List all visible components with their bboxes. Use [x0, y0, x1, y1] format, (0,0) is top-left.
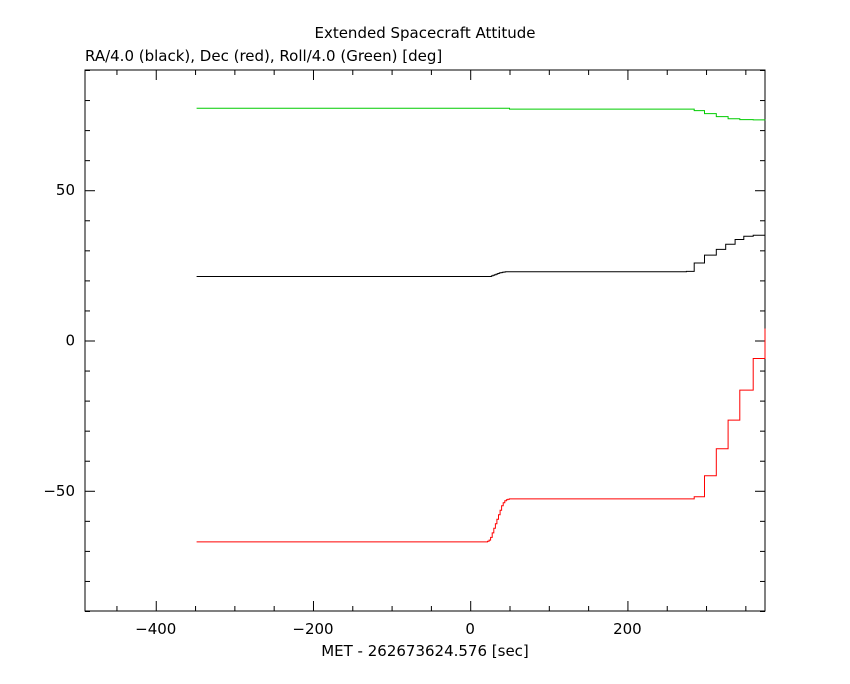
roll-series-line — [196, 107, 766, 121]
chart-subtitle: RA/4.0 (black), Dec (red), Roll/4.0 (Gre… — [85, 47, 442, 65]
x-tick-label: 0 — [465, 620, 475, 638]
y-tick-label: 50 — [56, 181, 75, 199]
y-tick-label: −50 — [43, 482, 75, 500]
dec-series-line — [196, 328, 766, 543]
plot-frame — [84, 69, 766, 612]
x-axis: −400 −200 0 200 — [116, 70, 747, 638]
chart-title: Extended Spacecraft Attitude — [314, 24, 535, 42]
ra-series-line — [196, 234, 765, 277]
x-tick-label: −400 — [135, 620, 176, 638]
x-axis-label: MET - 262673624.576 [sec] — [321, 642, 529, 660]
x-tick-label: −200 — [292, 620, 333, 638]
x-tick-label: 200 — [613, 620, 642, 638]
series-group — [196, 107, 766, 543]
plot-border — [84, 69, 766, 612]
y-tick-label: 0 — [65, 332, 75, 350]
y-axis: −50 0 50 — [43, 70, 765, 612]
